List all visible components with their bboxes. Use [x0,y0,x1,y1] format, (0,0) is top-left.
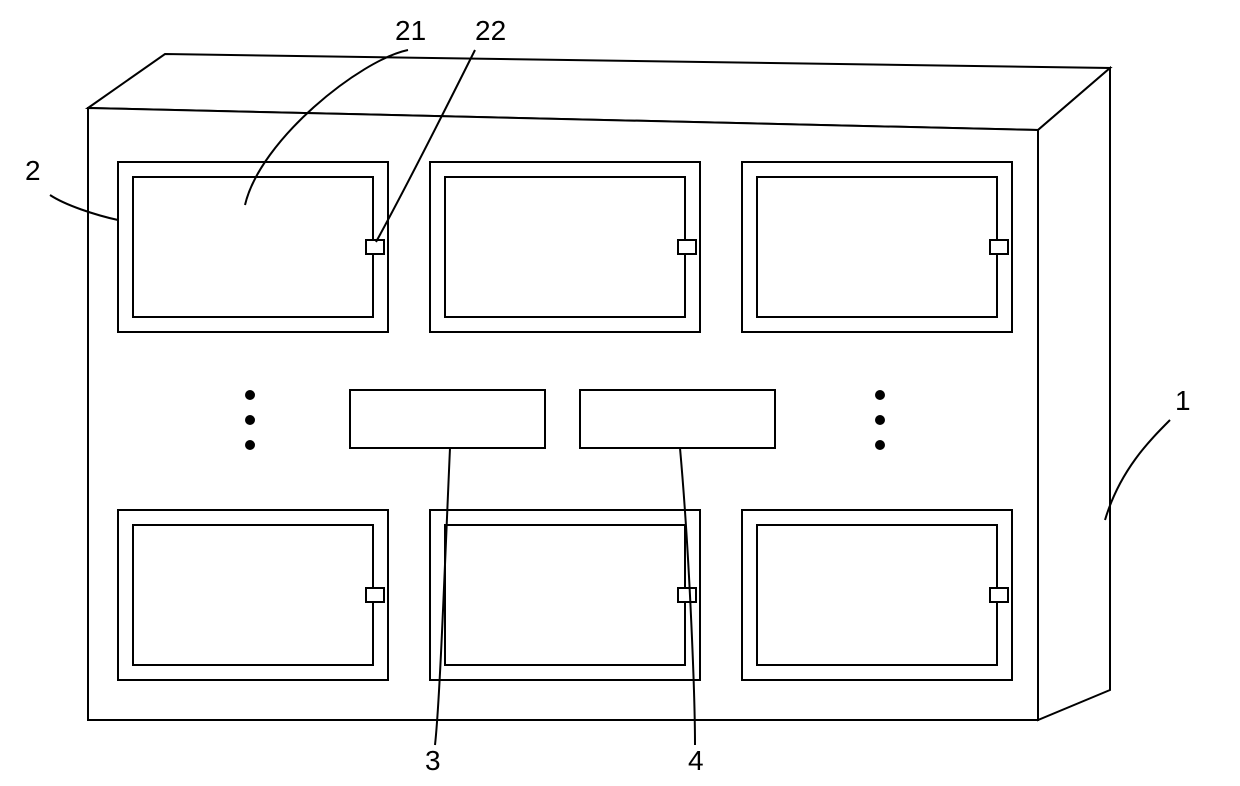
handle-icon [366,240,384,254]
cabinet-front-face [88,108,1038,720]
label-1: 1 [1175,385,1191,417]
label-4: 4 [688,745,704,777]
handle-icon [990,588,1008,602]
handle-icon [678,588,696,602]
leader-1 [1105,420,1170,520]
cabinet-body [88,54,1110,720]
handle-icon [990,240,1008,254]
label-22: 22 [475,15,506,47]
handle-icon [678,240,696,254]
label-3: 3 [425,745,441,777]
handle-icon [366,588,384,602]
diagram-canvas [0,0,1240,786]
label-2: 2 [25,155,41,187]
cabinet-right-face [1038,68,1110,720]
label-21: 21 [395,15,426,47]
